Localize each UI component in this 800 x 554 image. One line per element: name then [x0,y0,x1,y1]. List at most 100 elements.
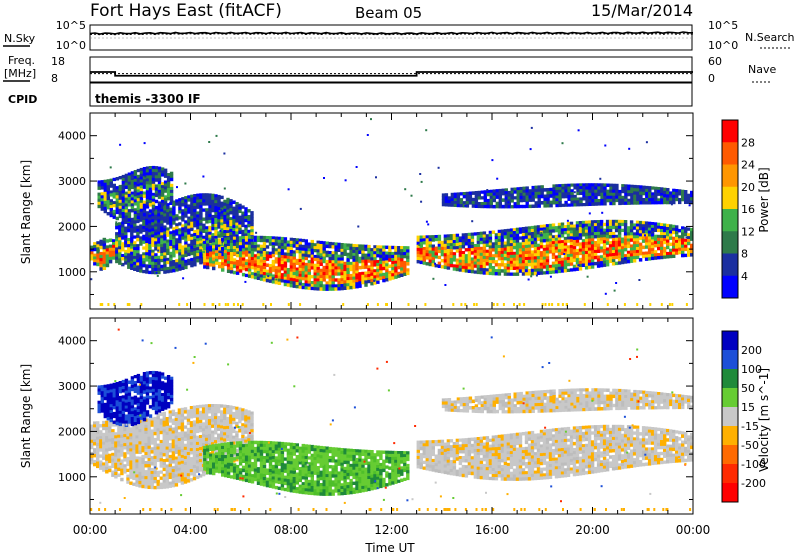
power-cell [352,270,356,275]
power-cell [684,232,688,237]
power-cell [265,251,270,255]
power-cell [316,284,320,288]
power-cell [277,254,282,258]
power-cell [570,200,574,204]
power-cell [145,246,149,250]
power-cell [199,216,203,221]
power-cell [590,262,595,266]
power-cell [681,244,685,249]
power-cell [358,275,362,279]
power-cell [241,245,246,249]
power-cell [551,226,556,230]
power-cell [298,279,302,283]
power-cell [337,278,341,282]
power-cell [397,271,401,276]
power-cell [569,230,574,234]
power-cell [229,223,233,227]
power-cell [515,236,520,241]
power-cell [524,241,529,246]
velocity-cell [214,440,218,444]
power-cell [199,249,203,253]
power-cell [190,215,194,220]
power-cell [175,268,179,272]
power-cell [241,248,246,252]
power-cell [569,233,574,237]
power-cell [587,259,592,264]
power-cell [127,178,132,183]
power-cell [666,188,670,192]
power-cell [352,249,356,254]
power-cell [479,252,484,257]
y-tick-label: 1000 [58,266,86,279]
power-cell [169,225,173,229]
power-cell [250,247,255,252]
power-cell [428,241,432,245]
power-cell [217,243,221,247]
power-cell [265,272,270,277]
power-cell [136,177,141,181]
power-cell [515,254,520,258]
power-cell [660,240,664,245]
power-cell [551,244,556,248]
power-cell [127,222,131,227]
power-cell [379,257,383,262]
velocity-cell [108,465,112,470]
power-cell [660,243,664,248]
power-cell [130,217,135,222]
velocity-cell [162,479,166,483]
power-cell [569,247,574,252]
power-cell [534,204,538,208]
power-cell [560,251,565,256]
velocity-cell [235,412,239,417]
power-cell [340,257,344,261]
velocity-cell [244,418,248,422]
power-cell [609,201,613,206]
power-cell [310,245,314,250]
power-cell [227,303,230,306]
velocity-cell [159,485,163,490]
velocity-cell [138,478,142,482]
power-cell [464,303,467,306]
power-cell [653,256,658,260]
power-cell [262,247,267,252]
power-cell [169,243,173,247]
power-cell [184,199,188,203]
power-cell [515,260,520,264]
power-cell [292,250,296,254]
velocity-cell [153,467,157,472]
power-cell [277,275,282,279]
power-cell [136,168,141,173]
velocity-cell [189,478,194,482]
power-cell [262,254,267,258]
power-cell [127,215,132,219]
power-cell [184,208,188,212]
power-cell [118,261,122,265]
velocity-cell [138,456,142,461]
power-cell [581,239,586,243]
power-cell [450,201,455,205]
power-cell [292,281,296,285]
power-cell [301,282,305,287]
power-cell [431,247,435,252]
power-cell [115,207,119,211]
power-cell [229,208,233,212]
power-cell [638,233,643,237]
power-cell [196,202,200,206]
power-cell [301,271,305,275]
power-cell [307,242,311,246]
power-cell [482,243,487,248]
power-cell [479,246,484,251]
power-cell [145,224,149,229]
power-cell [575,252,580,256]
power-cell [653,225,658,229]
power-cell [444,284,447,286]
power-cell [175,262,179,266]
power-cell [202,202,206,206]
power-cell [521,260,526,264]
velocity-cell [171,436,176,440]
power-cell [271,274,276,278]
power-cell [93,245,97,249]
power-cell [271,280,276,284]
power-cell [500,229,505,233]
power-cell [211,227,215,231]
